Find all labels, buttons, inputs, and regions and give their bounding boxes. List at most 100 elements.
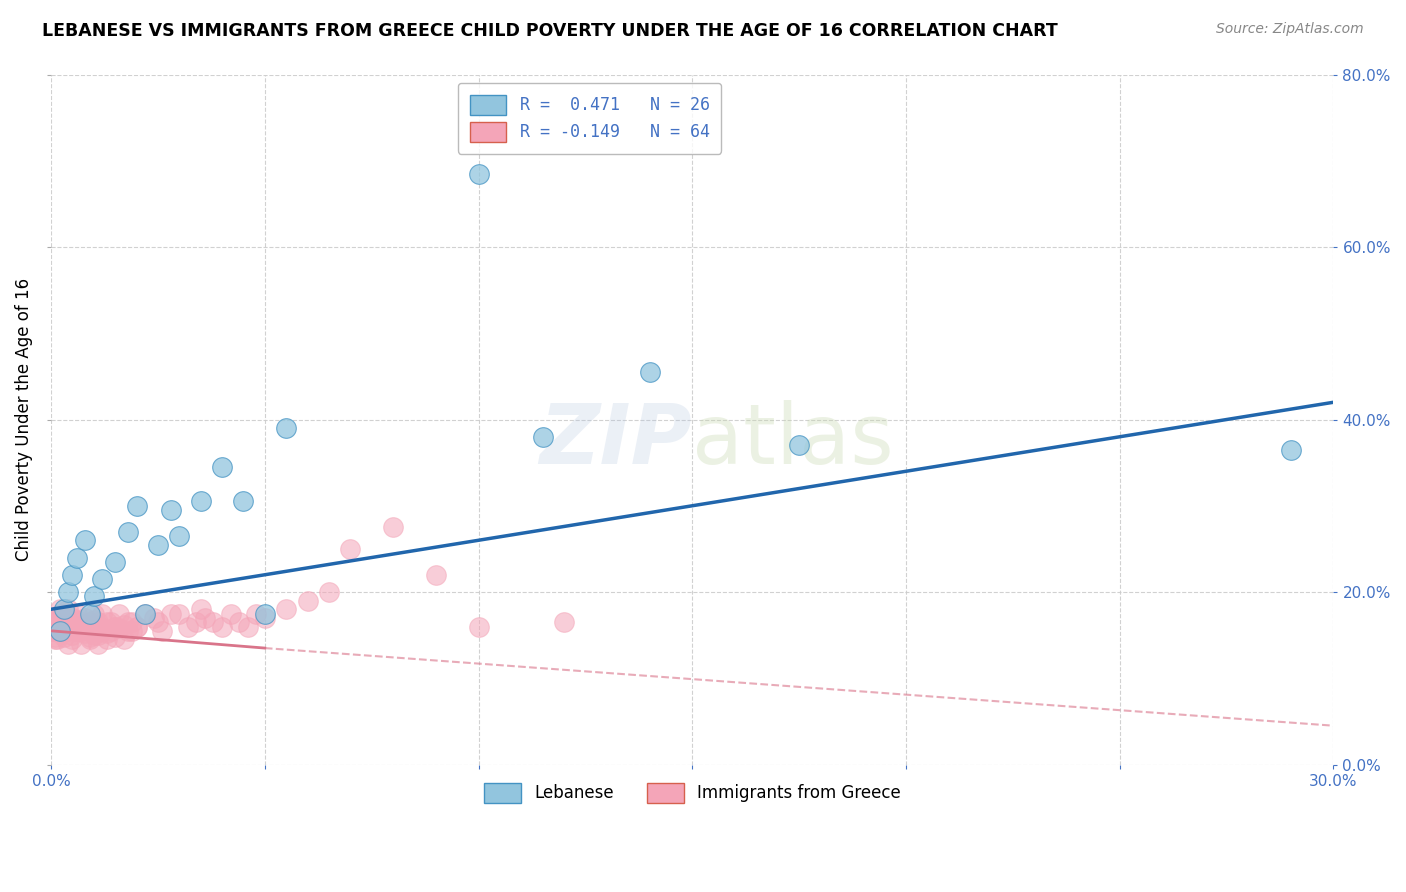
Point xyxy=(56,602,79,616)
Point xyxy=(48,619,70,633)
Point xyxy=(75,611,97,625)
Point xyxy=(66,615,89,630)
Y-axis label: Child Poverty Under the Age of 16: Child Poverty Under the Age of 16 xyxy=(15,278,32,561)
Point xyxy=(56,637,79,651)
Point xyxy=(87,617,110,632)
Point xyxy=(56,619,79,633)
Point xyxy=(44,617,66,632)
Text: ZIP: ZIP xyxy=(540,400,692,481)
Point xyxy=(75,616,97,631)
Point xyxy=(108,607,131,621)
Point xyxy=(276,602,298,616)
Point xyxy=(62,619,84,633)
Point xyxy=(48,624,70,638)
Point xyxy=(91,624,114,638)
Point xyxy=(48,602,70,616)
Point xyxy=(150,624,173,638)
Point xyxy=(104,630,127,644)
Point xyxy=(91,621,114,635)
Point xyxy=(382,520,405,534)
Point xyxy=(75,533,97,548)
Point xyxy=(104,555,127,569)
Point xyxy=(96,632,118,647)
Point xyxy=(276,421,298,435)
Point xyxy=(62,628,84,642)
Point xyxy=(44,630,66,644)
Point xyxy=(125,499,148,513)
Point xyxy=(48,615,70,630)
Point xyxy=(48,607,70,621)
Point xyxy=(83,607,105,621)
Point xyxy=(52,621,75,635)
Point xyxy=(87,637,110,651)
Point xyxy=(425,567,447,582)
Point xyxy=(787,438,810,452)
Point xyxy=(112,617,135,632)
Point xyxy=(232,494,254,508)
Point xyxy=(91,607,114,621)
Point xyxy=(245,607,267,621)
Point xyxy=(219,607,242,621)
Point xyxy=(66,624,89,638)
Point xyxy=(46,611,69,625)
Point xyxy=(134,607,156,621)
Point xyxy=(190,602,212,616)
Point xyxy=(79,630,101,644)
Point xyxy=(553,615,575,630)
Point xyxy=(79,632,101,647)
Point xyxy=(1279,442,1302,457)
Point xyxy=(121,615,143,630)
Point xyxy=(87,628,110,642)
Point xyxy=(52,630,75,644)
Point xyxy=(42,624,65,638)
Point xyxy=(44,624,66,638)
Point xyxy=(52,615,75,630)
Point xyxy=(66,550,89,565)
Point xyxy=(83,613,105,627)
Point xyxy=(638,365,661,379)
Point xyxy=(52,624,75,638)
Point xyxy=(51,619,73,633)
Legend: Lebanese, Immigrants from Greece: Lebanese, Immigrants from Greece xyxy=(472,772,912,814)
Point xyxy=(146,538,169,552)
Point xyxy=(134,607,156,621)
Point xyxy=(121,624,143,638)
Point xyxy=(66,614,89,628)
Point xyxy=(62,632,84,647)
Point xyxy=(79,615,101,630)
Point xyxy=(96,625,118,640)
Point xyxy=(467,619,489,633)
Point xyxy=(52,611,75,625)
Point xyxy=(66,607,89,621)
Point xyxy=(253,611,276,625)
Point xyxy=(66,624,89,638)
Point xyxy=(142,611,165,625)
Point xyxy=(104,619,127,633)
Point xyxy=(125,619,148,633)
Point xyxy=(62,617,84,632)
Point xyxy=(79,607,101,621)
Point xyxy=(117,524,139,539)
Point xyxy=(100,615,122,630)
Point xyxy=(169,529,191,543)
Point xyxy=(211,619,233,633)
Point xyxy=(100,624,122,638)
Point xyxy=(70,621,93,635)
Text: LEBANESE VS IMMIGRANTS FROM GREECE CHILD POVERTY UNDER THE AGE OF 16 CORRELATION: LEBANESE VS IMMIGRANTS FROM GREECE CHILD… xyxy=(42,22,1057,40)
Point xyxy=(75,619,97,633)
Point xyxy=(228,615,250,630)
Point xyxy=(297,593,319,607)
Point xyxy=(169,607,191,621)
Point xyxy=(104,619,127,633)
Point xyxy=(146,615,169,630)
Point xyxy=(253,607,276,621)
Point xyxy=(56,624,79,638)
Point xyxy=(159,607,181,621)
Point xyxy=(62,611,84,625)
Point xyxy=(70,624,93,638)
Point xyxy=(44,615,66,630)
Point xyxy=(83,590,105,604)
Point xyxy=(318,585,340,599)
Point xyxy=(467,167,489,181)
Point xyxy=(56,615,79,630)
